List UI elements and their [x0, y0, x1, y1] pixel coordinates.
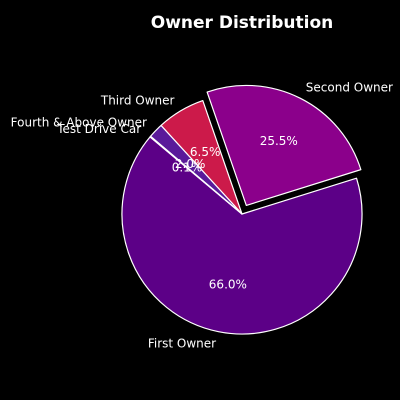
pct-label-third-owner: 6.5% [190, 145, 221, 159]
category-label-first-owner: First Owner [148, 336, 216, 350]
percentage-labels: 66.0% 25.5% 6.5%2.0%0.1% [172, 134, 298, 291]
pie-slice-second-owner [206, 84, 362, 207]
pct-label-test-drive-car: 0.1% [172, 161, 203, 175]
pct-label-first-owner: 66.0% [209, 278, 247, 292]
category-label-second-owner: Second Owner [306, 81, 393, 95]
pct-label-second-owner: 25.5% [260, 134, 298, 148]
chart-title: Owner Distribution [151, 13, 334, 33]
pie-slice-test-drive-car [149, 135, 243, 215]
category-label-third-owner: Third Owner [100, 94, 175, 108]
category-label-fourth-and-above-owner: Fourth & Above Owner [11, 115, 147, 129]
category-label-test-drive-car: Test Drive Car [56, 122, 141, 136]
category-labels: First Owner Second Owner Third Owner Fourth… [11, 81, 393, 351]
pie-slices [121, 84, 363, 335]
pie-slice-first-owner [121, 136, 363, 335]
pct-label-fourth-and-above-owner: 2.0% [175, 157, 206, 171]
